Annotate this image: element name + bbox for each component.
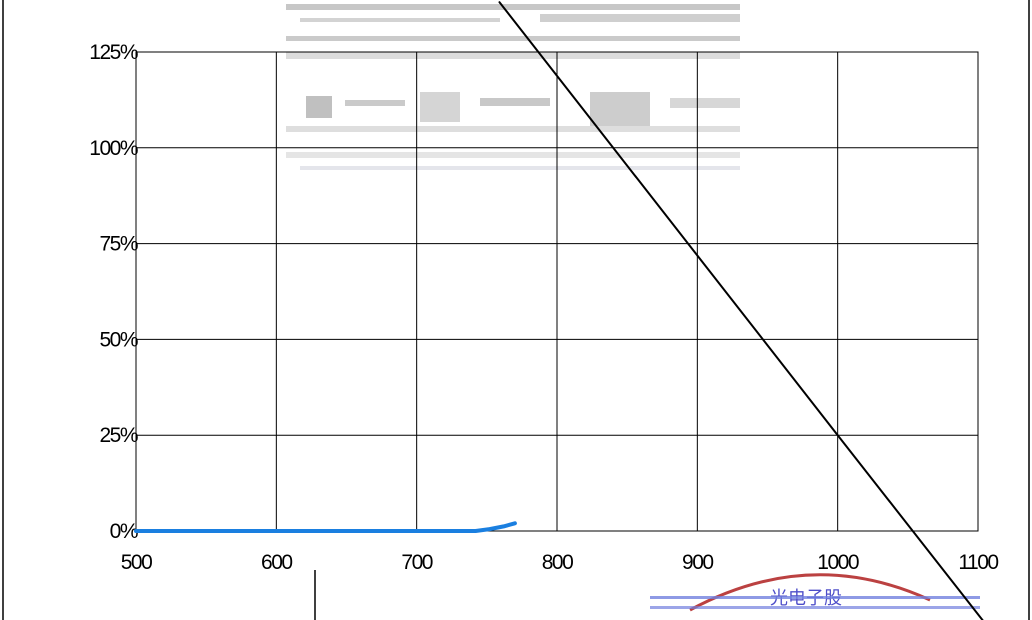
y-tick-label: 25% [99, 424, 137, 447]
series-line-blue [134, 521, 517, 533]
y-tick-label: 50% [99, 328, 137, 351]
axis-labels: 500 600 700 800 900 1000 1100 0% 25% 50% 75% 100% 12… [89, 41, 1000, 574]
derating-line [498, 1, 984, 620]
x-tick-label: 1000 [817, 551, 859, 574]
watermark [286, 4, 740, 170]
y-tick-label: 100% [89, 137, 138, 160]
y-tick-label: 0% [110, 520, 138, 543]
x-tick-label: 500 [121, 551, 152, 574]
x-tick-label: 700 [401, 551, 432, 574]
y-tick-label: 75% [99, 233, 137, 256]
x-tick-label: 900 [682, 551, 713, 574]
x-tick-label: 800 [542, 551, 573, 574]
y-tick-label: 125% [89, 41, 138, 64]
series-layer [134, 1, 984, 620]
seal: 光电子股 [650, 573, 980, 612]
x-tick-label: 1100 [958, 551, 998, 574]
x-tick-label: 600 [261, 551, 292, 574]
grid [135, 51, 979, 532]
